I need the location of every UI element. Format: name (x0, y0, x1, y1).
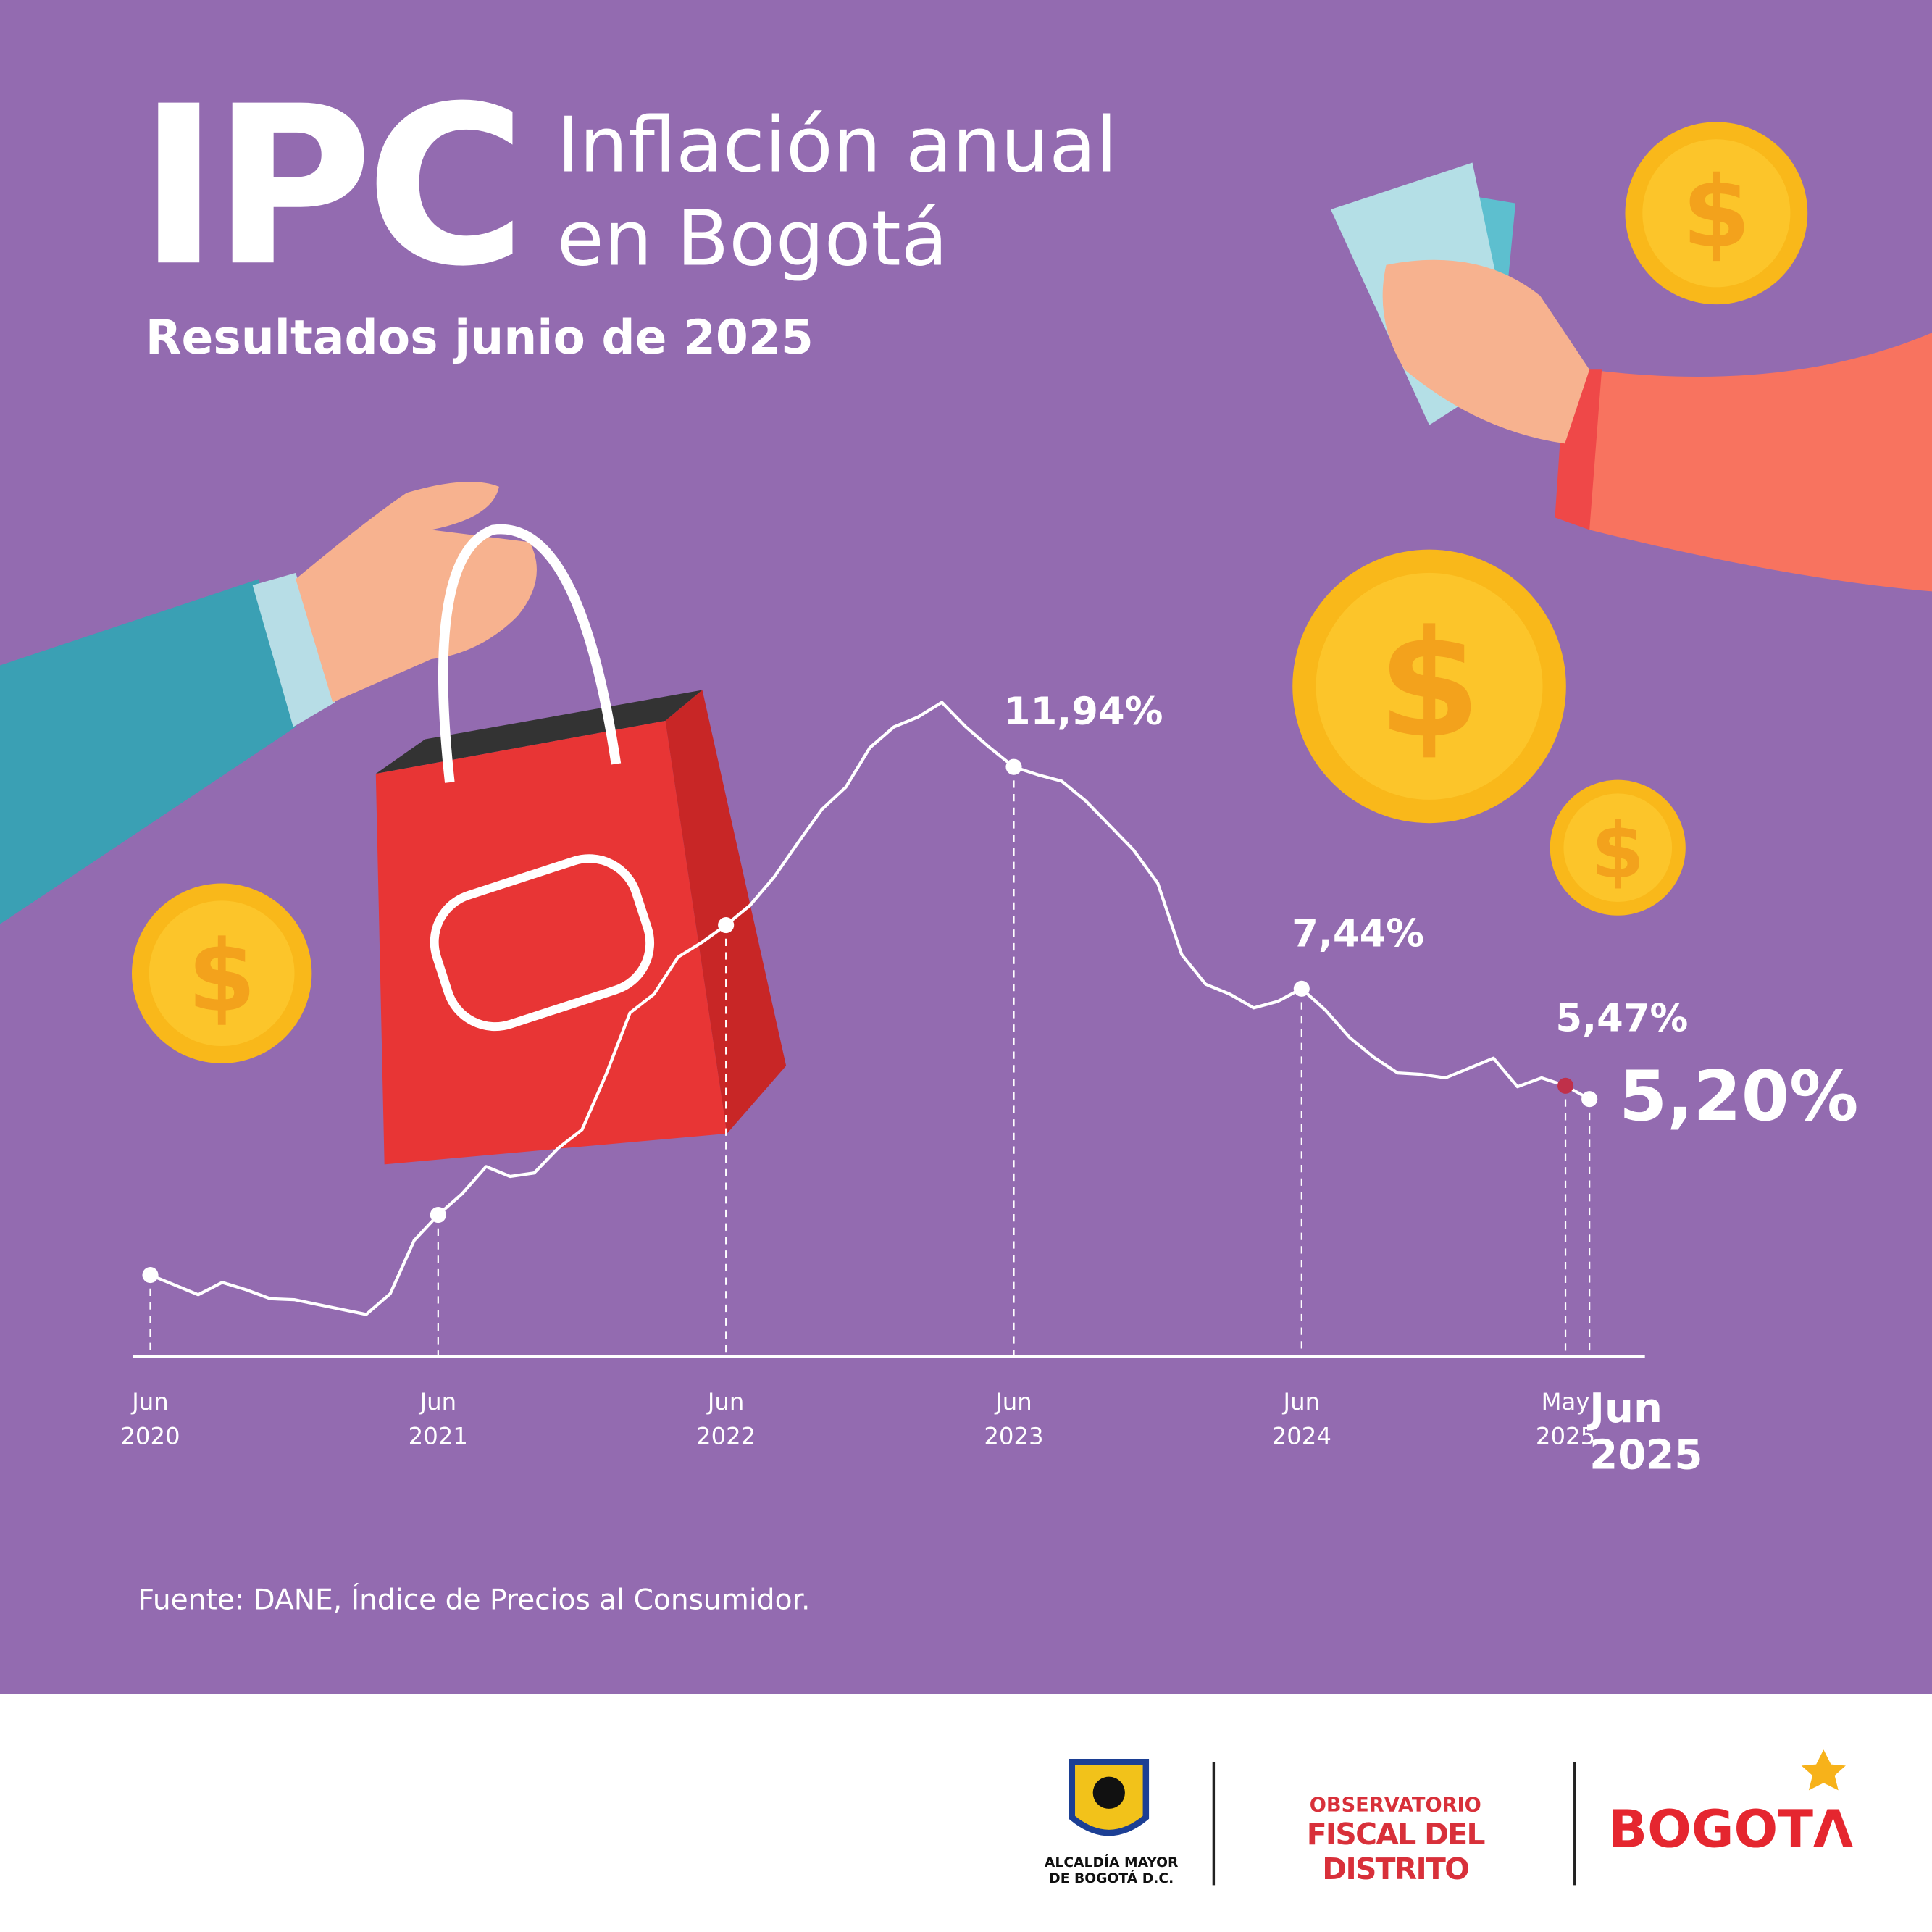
data-label: 5,20% (1618, 1057, 1859, 1137)
x-tick-label: Jun 2021 (408, 1388, 468, 1450)
source: Fuente: DANE, Índice de Precios al Consu… (138, 1584, 811, 1617)
logo-observatorio-1: OBSERVATORIO (1309, 1792, 1481, 1817)
x-tick-label: Jun 2024 (1271, 1388, 1331, 1450)
point (142, 1267, 159, 1284)
subtitle: Resultados junio de 2025 (145, 310, 814, 365)
title: Inflación anual en Bogotá (556, 99, 1118, 284)
x-tick-label: Jun 2022 (696, 1388, 756, 1450)
data-label: 5,47% (1555, 997, 1689, 1042)
point (718, 916, 735, 934)
hand-money (1330, 162, 1932, 592)
hand-bag (0, 482, 787, 1165)
logo-bogota: BOGOTΛ (1607, 1799, 1854, 1860)
point (1293, 980, 1310, 997)
x-tick-label: May 2025 (1535, 1388, 1596, 1450)
data-label: 7,44% (1292, 912, 1425, 957)
big-title: IPC (138, 59, 526, 314)
svg-text:$: $ (188, 920, 256, 1034)
logo-alcaldia: ALCALDÍA MAYOR DE BOGOTÁ D.C. (1044, 1854, 1179, 1887)
logos (1069, 1749, 1846, 1886)
x-tick-label: Jun 2023 (984, 1388, 1044, 1450)
footer-band (0, 1694, 1932, 1932)
svg-text:$: $ (1378, 599, 1481, 771)
logo-observatorio-2: FISCAL DEL DISTRITO (1306, 1817, 1486, 1887)
x-tick-label: Jun 2025 (1589, 1384, 1703, 1479)
x-tick-label: Jun 2020 (120, 1388, 180, 1450)
line (149, 701, 1591, 1316)
svg-text:$: $ (1682, 156, 1751, 270)
point (430, 1207, 446, 1224)
point (1005, 758, 1022, 775)
data-label: 11,94% (1003, 690, 1163, 735)
coins: $ $ $ $ (131, 122, 1808, 1063)
point (1581, 1091, 1598, 1108)
svg-text:$: $ (1592, 806, 1644, 895)
point (1557, 1077, 1574, 1094)
